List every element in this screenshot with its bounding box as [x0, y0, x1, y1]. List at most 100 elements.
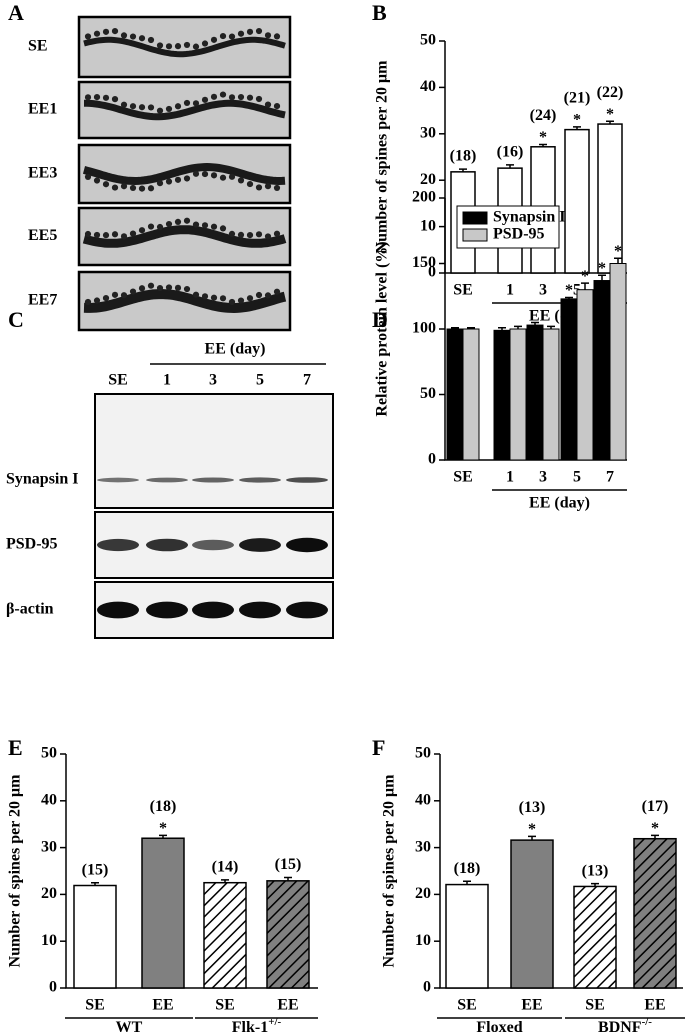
band [146, 601, 188, 619]
group-label-text: WT [116, 1019, 143, 1036]
group-label: WT [116, 1019, 143, 1036]
error-bar [528, 835, 536, 841]
bar [266, 880, 310, 989]
group-label-text: Floxed [476, 1019, 522, 1036]
panel-letter: A [8, 0, 24, 25]
band [97, 601, 139, 619]
bar [573, 885, 617, 989]
bar [141, 837, 185, 989]
spine [129, 103, 137, 110]
spine [237, 231, 245, 239]
y-tick-label: 10 [415, 932, 431, 949]
spine [201, 96, 209, 103]
spine [120, 292, 128, 299]
spine [147, 282, 155, 289]
bar [73, 884, 117, 989]
y-tick-label: 40 [415, 791, 431, 808]
spine [165, 105, 173, 113]
bar [203, 881, 247, 989]
y-tick-label: 50 [420, 32, 436, 49]
band [286, 601, 328, 619]
group-label-sup: +/- [268, 1016, 281, 1028]
significance-mark: * [598, 260, 606, 277]
band [239, 477, 281, 483]
error-bar [581, 282, 589, 290]
image-label: SE [28, 38, 48, 55]
spine [174, 218, 182, 225]
bar [633, 837, 677, 989]
error-bar [514, 325, 522, 329]
spine [138, 185, 146, 192]
y-tick-label: 30 [420, 124, 436, 141]
legend-swatch [462, 211, 488, 225]
y-tick-label: 40 [420, 78, 436, 95]
error-bar [539, 143, 547, 147]
blot [94, 393, 334, 509]
row-label: PSD-95 [6, 536, 58, 553]
spine [264, 32, 272, 39]
spine [174, 103, 182, 110]
bar [445, 883, 489, 989]
significance-mark: * [159, 820, 167, 837]
spine [201, 222, 209, 229]
x-tick-label: EE [277, 997, 298, 1014]
error-bar [591, 882, 599, 887]
dendrite [82, 162, 286, 186]
bar [564, 128, 590, 274]
bar [526, 324, 544, 461]
error-bar [614, 257, 622, 264]
spine [273, 184, 281, 192]
spine [156, 223, 164, 231]
error-bar [467, 326, 475, 329]
band [192, 539, 234, 551]
spine [84, 230, 92, 238]
band [239, 538, 281, 552]
micrograph [77, 15, 292, 79]
spine [264, 292, 272, 299]
spine [228, 173, 236, 180]
n-label: (15) [82, 861, 109, 878]
bar [609, 263, 627, 461]
n-label: (18) [450, 148, 477, 165]
n-label: (15) [275, 856, 302, 873]
spine [210, 172, 218, 179]
spine [147, 223, 155, 230]
bar [446, 328, 464, 461]
spine [255, 291, 263, 299]
bar [462, 328, 480, 461]
spine [138, 104, 146, 111]
spine [147, 104, 155, 111]
y-tick-label: 150 [412, 254, 436, 271]
n-label: (16) [497, 144, 524, 161]
spine [111, 291, 119, 298]
error-bar [573, 126, 581, 130]
n-label: (18) [454, 860, 481, 877]
significance-mark: * [581, 268, 589, 285]
spine [192, 43, 200, 50]
spine [102, 94, 110, 101]
error-bar [451, 326, 459, 329]
bar [509, 328, 527, 461]
lane-label: 5 [256, 372, 264, 389]
significance-mark: * [651, 820, 659, 837]
significance-mark: * [539, 129, 547, 146]
band [97, 538, 139, 552]
spine [138, 285, 146, 292]
spine [237, 30, 245, 37]
spine [237, 297, 245, 304]
y-tick-label: 10 [41, 932, 57, 949]
group-label: Flk-1+/- [232, 1016, 282, 1036]
spine [192, 291, 200, 298]
spine [273, 288, 281, 295]
x-tick-label: SE [85, 997, 105, 1014]
y-tick-label: 0 [428, 451, 436, 468]
spine [165, 43, 173, 50]
y-tick-label: 50 [420, 385, 436, 402]
bar [510, 839, 554, 989]
bar [560, 298, 578, 461]
spine [219, 295, 227, 302]
spine [120, 101, 128, 108]
significance-mark: * [614, 243, 622, 260]
spine [210, 294, 218, 301]
y-tick-label: 0 [428, 264, 436, 281]
